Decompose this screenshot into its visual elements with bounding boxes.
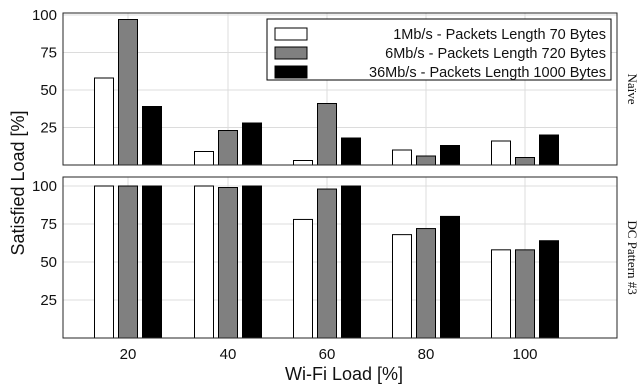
bar-80-series-3: [440, 145, 460, 166]
bar-20-series-2: [118, 185, 138, 339]
x-axis-title: Wi-Fi Load [%]: [285, 364, 403, 384]
bar-20-series-1: [94, 77, 114, 166]
bar-40-series-3: [242, 185, 262, 339]
y-tick-label: 50: [40, 82, 57, 99]
bar-80-series-2: [416, 228, 436, 339]
bar-20-series-3: [142, 185, 162, 339]
bar-60-series-2: [317, 188, 337, 339]
y-axis-title: Satisfied Load [%]: [8, 110, 28, 255]
bar-60-series-1: [293, 160, 313, 166]
bar-20-series-1: [94, 185, 114, 339]
bar-40-series-3: [242, 122, 262, 166]
x-tick-label: 20: [120, 346, 137, 363]
bar-60-series-1: [293, 218, 313, 339]
x-tick-label: 60: [319, 346, 336, 363]
bar-40-series-2: [218, 130, 238, 166]
bar-80-series-1: [392, 149, 412, 166]
panel-border: [62, 12, 618, 166]
legend-swatch: [274, 27, 308, 41]
bar-20-series-2: [118, 19, 138, 166]
legend-entry: 6Mb/s - Packets Length 720 Bytes: [385, 46, 606, 62]
bar-60-series-2: [317, 103, 337, 166]
bar-80-series-2: [416, 155, 436, 166]
bar-40-series-1: [194, 151, 214, 166]
bar-100-series-1: [491, 140, 511, 166]
y-tick-label: 100: [32, 7, 57, 24]
legend-swatch: [274, 46, 308, 60]
legend-swatch: [274, 65, 308, 79]
bar-60-series-3: [341, 137, 361, 166]
bar-100-series-2: [515, 157, 535, 166]
bar-80-series-1: [392, 234, 412, 339]
y-tick-label: 100: [32, 178, 57, 195]
panel-2: 100 75 50 25 DC Pattern #3: [32, 176, 640, 339]
bar-40-series-1: [194, 185, 214, 339]
panel-border: [62, 176, 618, 339]
legend-box: [266, 18, 612, 81]
y-tick-label: 75: [40, 216, 57, 233]
bar-80-series-3: [440, 215, 460, 339]
legend: 1Mb/s - Packets Length 70 Bytes 6Mb/s - P…: [266, 18, 612, 81]
y-tick-label: 25: [40, 120, 57, 137]
legend-entry: 36Mb/s - Packets Length 1000 Bytes: [369, 65, 606, 81]
bar-100-series-3: [539, 240, 559, 339]
bar-100-series-2: [515, 249, 535, 339]
y-tick-label: 75: [40, 45, 57, 62]
panel-label: Naïve: [625, 73, 640, 104]
bar-40-series-2: [218, 187, 238, 339]
panel-label: DC Pattern #3: [625, 220, 640, 294]
x-tick-label: 80: [418, 346, 435, 363]
bar-60-series-3: [341, 185, 361, 339]
x-tick-label: 100: [512, 346, 537, 363]
x-tick-label: 40: [220, 346, 237, 363]
y-tick-label: 50: [40, 254, 57, 271]
bar-100-series-1: [491, 249, 511, 339]
legend-entry: 1Mb/s - Packets Length 70 Bytes: [393, 27, 606, 43]
bar-20-series-3: [142, 106, 162, 166]
bar-100-series-3: [539, 134, 559, 166]
y-tick-label: 25: [40, 292, 57, 309]
